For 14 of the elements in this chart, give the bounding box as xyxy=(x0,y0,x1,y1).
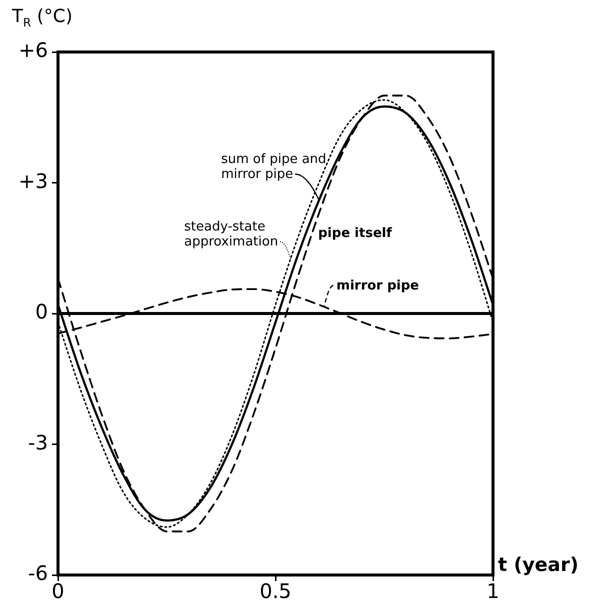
x-axis-title: t (year) xyxy=(498,554,579,576)
x-tick-label: 1 xyxy=(486,579,500,604)
y-tick-label: +6 xyxy=(18,38,48,62)
y-tick-label: -6 xyxy=(28,561,48,586)
series-label: steady-state approximation xyxy=(184,220,278,250)
y-tick-label: 0 xyxy=(35,300,48,324)
y-axis-title: T$_{R}$ (°C) xyxy=(12,6,72,30)
x-tick-label: 0.5 xyxy=(260,579,292,604)
series-label: sum of pipe and mirror pipe xyxy=(221,152,326,182)
series-label: pipe itself xyxy=(318,226,392,242)
y-tick-label: +3 xyxy=(18,168,48,193)
x-tick-label: 0 xyxy=(52,579,64,604)
series-label: mirror pipe xyxy=(336,278,420,294)
y-tick-label: -3 xyxy=(28,430,48,454)
